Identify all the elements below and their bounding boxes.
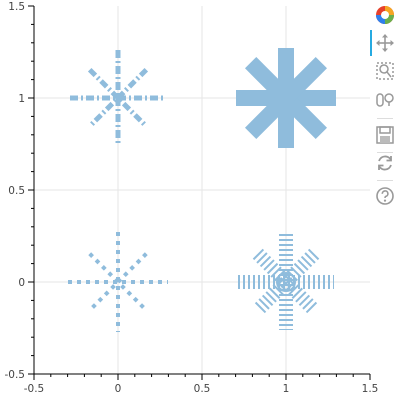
save-tool-icon[interactable] bbox=[374, 124, 396, 146]
pan-tool-icon[interactable] bbox=[374, 32, 396, 54]
y-axis: -0.5 0 0.5 1 1.5 bbox=[5, 1, 34, 381]
toolbar-separator bbox=[377, 118, 393, 119]
toolbar-separator bbox=[377, 180, 393, 181]
help-tool-icon[interactable] bbox=[374, 185, 396, 207]
x-tick-label: 1 bbox=[283, 383, 290, 395]
x-tick-label: 0.5 bbox=[194, 383, 211, 395]
toolbar-separator bbox=[377, 152, 393, 153]
x-tick-label: -0.5 bbox=[24, 383, 45, 395]
toolbar bbox=[370, 2, 400, 212]
asterisk-marker bbox=[238, 234, 334, 330]
y-tick-label: 1.5 bbox=[8, 1, 25, 13]
y-tick-label: 0 bbox=[18, 277, 25, 289]
active-tool-indicator bbox=[370, 30, 372, 56]
wheel-zoom-tool-icon[interactable] bbox=[374, 88, 396, 110]
box-zoom-tool-icon[interactable] bbox=[374, 60, 396, 82]
x-tick-label: 1.5 bbox=[362, 383, 379, 395]
y-tick-label: 1 bbox=[18, 93, 25, 105]
asterisk-marker bbox=[236, 48, 336, 148]
bokeh-logo-icon bbox=[374, 4, 396, 26]
reset-tool-icon[interactable] bbox=[374, 152, 396, 174]
asterisk-marker bbox=[70, 50, 166, 146]
asterisk-marker bbox=[68, 232, 168, 332]
y-tick-label: 0.5 bbox=[8, 185, 25, 197]
markers bbox=[68, 48, 336, 332]
x-tick-label: 0 bbox=[115, 383, 122, 395]
x-axis: -0.5 0 0.5 1 1.5 bbox=[24, 374, 379, 395]
y-tick-label: -0.5 bbox=[5, 369, 26, 381]
